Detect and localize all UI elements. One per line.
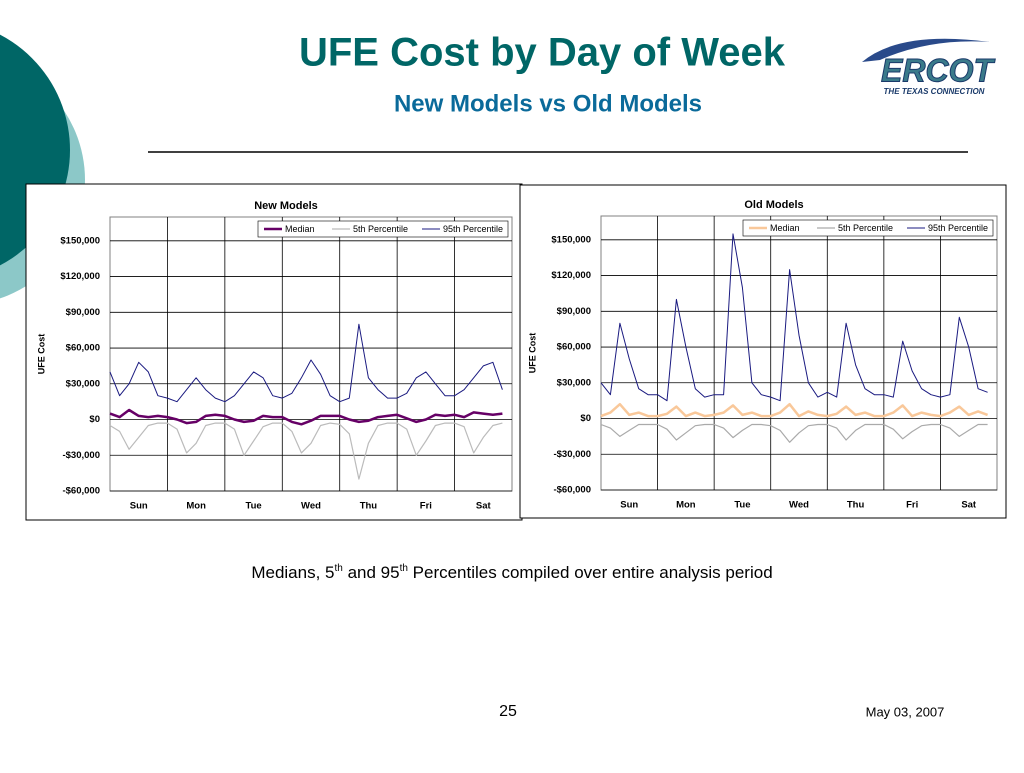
- legend-label: Median: [770, 223, 800, 233]
- x-tick-label: Tue: [245, 501, 261, 512]
- slide-subtitle: New Models vs Old Models: [394, 90, 702, 117]
- caption-text: Medians, 5: [251, 563, 334, 582]
- legend: [257, 220, 509, 238]
- y-tick-label: $0: [89, 414, 100, 425]
- y-tick-label: $150,000: [551, 234, 591, 245]
- legend-label: 95th Percentile: [443, 224, 503, 234]
- series-line: [109, 323, 503, 403]
- series-line: [600, 233, 988, 402]
- legend-label: 5th Percentile: [353, 224, 408, 234]
- page-number: 25: [499, 703, 517, 720]
- y-tick-label: $0: [580, 413, 591, 424]
- date: May 03, 2007: [866, 704, 945, 719]
- chart-title: New Models: [254, 200, 318, 212]
- y-tick-label: -$30,000: [62, 450, 100, 461]
- series-line: [109, 408, 503, 426]
- y-tick-label: $30,000: [66, 378, 100, 389]
- series-line: [600, 423, 988, 443]
- y-tick-label: -$60,000: [62, 486, 100, 497]
- y-axis-label: UFE Cost: [527, 333, 537, 374]
- caption-sup: th: [335, 563, 343, 574]
- plot-area: [109, 216, 513, 492]
- x-tick-label: Sun: [130, 501, 148, 512]
- x-tick-label: Sat: [961, 500, 977, 511]
- y-tick-label: -$60,000: [553, 485, 591, 496]
- x-tick-label: Sat: [476, 501, 492, 512]
- logo-tagline: THE TEXAS CONNECTION: [884, 87, 985, 96]
- x-tick-label: Wed: [301, 501, 321, 512]
- x-tick-label: Tue: [734, 500, 750, 511]
- caption-sup: th: [400, 563, 408, 574]
- y-tick-label: $120,000: [551, 270, 591, 281]
- y-tick-label: $120,000: [60, 271, 100, 282]
- legend: [742, 219, 994, 237]
- legend-label: Median: [285, 224, 315, 234]
- series-line: [109, 422, 503, 480]
- y-axis-label: UFE Cost: [36, 334, 46, 375]
- x-tick-label: Mon: [676, 500, 696, 511]
- y-tick-label: -$30,000: [553, 449, 591, 460]
- y-tick-label: $150,000: [60, 235, 100, 246]
- x-tick-label: Thu: [847, 500, 865, 511]
- series-line: [600, 402, 989, 418]
- plot-area: [600, 215, 998, 491]
- x-tick-label: Thu: [360, 501, 378, 512]
- y-tick-label: $90,000: [557, 306, 591, 317]
- x-tick-label: Wed: [789, 500, 809, 511]
- legend-label: 95th Percentile: [928, 223, 988, 233]
- caption-text: Percentiles compiled over entire analysi…: [408, 563, 773, 582]
- logo-swoosh: [862, 38, 990, 62]
- slide-title: UFE Cost by Day of Week: [299, 31, 786, 75]
- legend-label: 5th Percentile: [838, 223, 893, 233]
- y-tick-label: $60,000: [557, 342, 591, 353]
- x-tick-label: Fri: [906, 500, 918, 511]
- x-tick-label: Fri: [420, 501, 432, 512]
- x-tick-label: Sun: [620, 500, 638, 511]
- y-tick-label: $30,000: [557, 377, 591, 388]
- chart-title: Old Models: [744, 199, 803, 211]
- caption-text: and 95: [343, 563, 400, 582]
- caption: Medians, 5th and 95th Percentiles compil…: [251, 563, 772, 583]
- x-tick-label: Mon: [186, 501, 206, 512]
- y-tick-label: $90,000: [66, 307, 100, 318]
- y-tick-label: $60,000: [66, 343, 100, 354]
- logo-name: ERCOT: [881, 52, 995, 88]
